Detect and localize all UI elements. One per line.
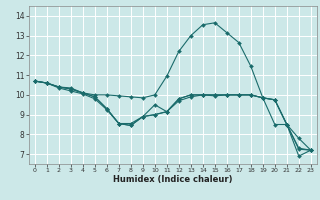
X-axis label: Humidex (Indice chaleur): Humidex (Indice chaleur) [113, 175, 233, 184]
